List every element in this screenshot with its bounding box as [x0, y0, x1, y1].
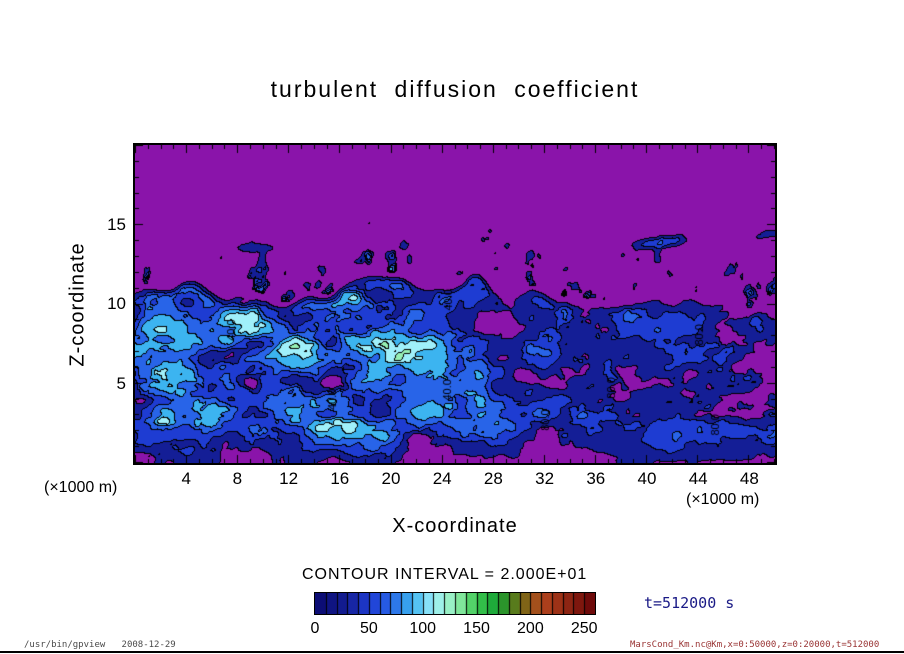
unit-label-left: (×1000 m) — [44, 479, 118, 496]
x-tick-label: 28 — [483, 469, 503, 488]
x-tick-label: 8 — [232, 469, 243, 488]
colorbar-tick-label: 0 — [310, 620, 320, 637]
y-tick-label: 10 — [107, 294, 126, 313]
colorbar-tick-label: 200 — [517, 620, 544, 637]
y-tick-label: 15 — [107, 214, 126, 234]
chart-title: turbulent diffusion coefficient — [270, 76, 640, 102]
colorbar-tick-label: 150 — [463, 620, 490, 637]
colorbar-tick-label: 100 — [409, 620, 437, 637]
plot-area — [133, 143, 777, 465]
x-tick-label: 4 — [181, 469, 191, 488]
x-tick-label: 12 — [279, 469, 299, 488]
colorbar-canvas — [315, 593, 595, 614]
x-tick-label: 48 — [739, 469, 759, 488]
x-axis-label: X-coordinate — [392, 515, 518, 537]
footer-left: /usr/bin/gpview 2008-12-29 — [24, 640, 176, 650]
x-tick-label: 20 — [381, 469, 401, 488]
colorbar-tick-label: 250 — [570, 620, 598, 637]
x-tick-label: 36 — [586, 469, 606, 488]
colorbar — [314, 592, 596, 615]
colorbar-tick-label: 50 — [359, 620, 378, 637]
contour-interval-label: CONTOUR INTERVAL = 2.000E+01 — [302, 566, 588, 583]
time-label: t=512000 s — [644, 594, 735, 612]
x-tick-label: 44 — [688, 469, 708, 488]
x-tick-label: 16 — [330, 469, 350, 488]
y-tick-label: 5 — [116, 373, 126, 393]
x-tick-label: 24 — [432, 469, 452, 488]
bottom-rule — [0, 651, 904, 653]
unit-label-right: (×1000 m) — [686, 491, 760, 508]
contour-canvas — [135, 145, 775, 463]
x-tick-label: 32 — [535, 469, 555, 488]
footer-right: MarsCond_Km.nc@Km,x=0:50000,z=0:20000,t=… — [630, 640, 880, 650]
x-tick-label: 40 — [637, 469, 657, 488]
